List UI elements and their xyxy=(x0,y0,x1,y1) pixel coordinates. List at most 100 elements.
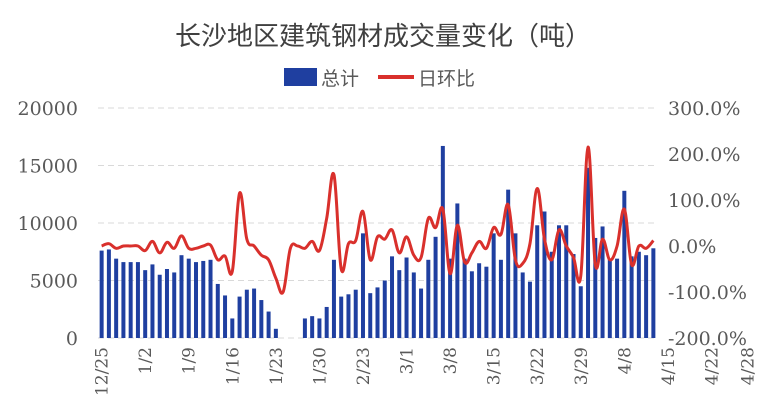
y-left-tick-label: 10000 xyxy=(18,213,78,235)
line-series xyxy=(101,145,655,295)
x-tick-label: 3/29 xyxy=(572,347,592,385)
y-right-tick-label: 100.0% xyxy=(668,190,740,212)
bar xyxy=(172,272,177,338)
bar xyxy=(448,258,453,338)
bar xyxy=(520,272,525,338)
bar-series xyxy=(99,145,656,338)
bar xyxy=(201,260,206,338)
bar xyxy=(549,251,554,338)
bar xyxy=(339,296,344,338)
bar xyxy=(622,190,627,338)
y-right-tick-label: -100.0% xyxy=(668,282,747,304)
bar xyxy=(114,258,119,338)
x-tick-label: 1/9 xyxy=(180,347,200,374)
bar xyxy=(121,262,126,338)
bar xyxy=(273,328,278,338)
y-right-tick-label: 0.0% xyxy=(668,236,716,258)
bar xyxy=(230,318,235,338)
bar xyxy=(491,233,496,338)
bar xyxy=(586,167,591,338)
legend-total-label: 总计 xyxy=(321,68,359,90)
bar xyxy=(324,306,329,338)
bar xyxy=(310,316,315,338)
x-tick-label: 1/16 xyxy=(223,347,243,385)
bar xyxy=(440,145,445,338)
legend: 总计 日环比 xyxy=(284,68,475,90)
bar xyxy=(615,258,620,338)
bar xyxy=(564,225,569,338)
gridlines xyxy=(98,107,657,339)
bar xyxy=(477,263,482,338)
bar xyxy=(484,266,489,338)
bar xyxy=(593,237,598,338)
bar xyxy=(106,249,111,338)
y-left-tick-label: 0 xyxy=(66,328,78,350)
y-right-tick-label: -200.0% xyxy=(668,328,747,350)
bar xyxy=(419,288,424,338)
bar xyxy=(498,259,503,338)
x-tick-label: 4/15 xyxy=(659,347,679,385)
bar xyxy=(353,289,358,338)
bar xyxy=(636,251,641,338)
bar xyxy=(186,258,191,338)
x-tick-label: 1/2 xyxy=(136,347,156,374)
bar xyxy=(331,259,336,338)
legend-bar-swatch xyxy=(284,68,317,86)
bar xyxy=(390,256,395,338)
x-tick-label: 4/28 xyxy=(739,347,759,385)
bar xyxy=(252,288,257,338)
bar xyxy=(527,281,532,338)
y-left-tick-label: 20000 xyxy=(18,98,78,120)
y-axis-left: 0 5000 10000 15000 20000 xyxy=(18,98,78,350)
bar xyxy=(237,296,242,338)
bar xyxy=(404,257,409,338)
bar xyxy=(368,293,373,338)
bar xyxy=(194,262,199,338)
bar xyxy=(150,264,155,338)
bar xyxy=(259,300,264,338)
x-tick-label: 3/22 xyxy=(528,347,548,385)
bar xyxy=(462,258,467,338)
x-tick-label: 4/22 xyxy=(702,347,722,385)
bar xyxy=(411,272,416,338)
bar xyxy=(223,295,228,338)
bar xyxy=(651,248,656,338)
bar xyxy=(455,203,460,338)
legend-dod-label: 日环比 xyxy=(418,68,475,90)
y-left-tick-label: 15000 xyxy=(18,156,78,178)
bar xyxy=(208,259,213,338)
bar xyxy=(578,286,583,338)
bar xyxy=(469,271,474,338)
bar xyxy=(513,233,518,338)
bar xyxy=(433,236,438,338)
x-tick-label: 4/8 xyxy=(615,347,635,374)
bar xyxy=(157,274,162,338)
bar xyxy=(135,262,140,338)
bar xyxy=(164,269,169,338)
dod-line xyxy=(101,145,655,295)
x-tick-label: 12/25 xyxy=(93,347,113,396)
y-axis-right: -200.0% -100.0% 0.0% 100.0% 200.0% 300.0% xyxy=(668,98,747,350)
bar xyxy=(266,311,271,338)
bar xyxy=(600,226,605,338)
chart-title: 长沙地区建筑钢材成交量变化（吨） xyxy=(175,22,591,52)
bar xyxy=(244,289,249,338)
bar xyxy=(99,250,104,338)
bar xyxy=(506,189,511,338)
x-tick-label: 2/23 xyxy=(354,347,374,385)
x-tick-label: 1/30 xyxy=(310,347,330,385)
y-left-tick-label: 5000 xyxy=(30,271,78,293)
x-tick-label: 3/15 xyxy=(485,347,505,385)
bar xyxy=(382,280,387,338)
bar xyxy=(556,225,561,338)
bar xyxy=(360,233,365,338)
x-tick-label: 1/23 xyxy=(267,347,287,385)
bar xyxy=(302,318,307,338)
bar xyxy=(571,254,576,338)
bar xyxy=(346,294,351,338)
x-tick-label: 3/1 xyxy=(398,347,418,374)
bar xyxy=(215,283,220,338)
bar xyxy=(143,270,148,338)
